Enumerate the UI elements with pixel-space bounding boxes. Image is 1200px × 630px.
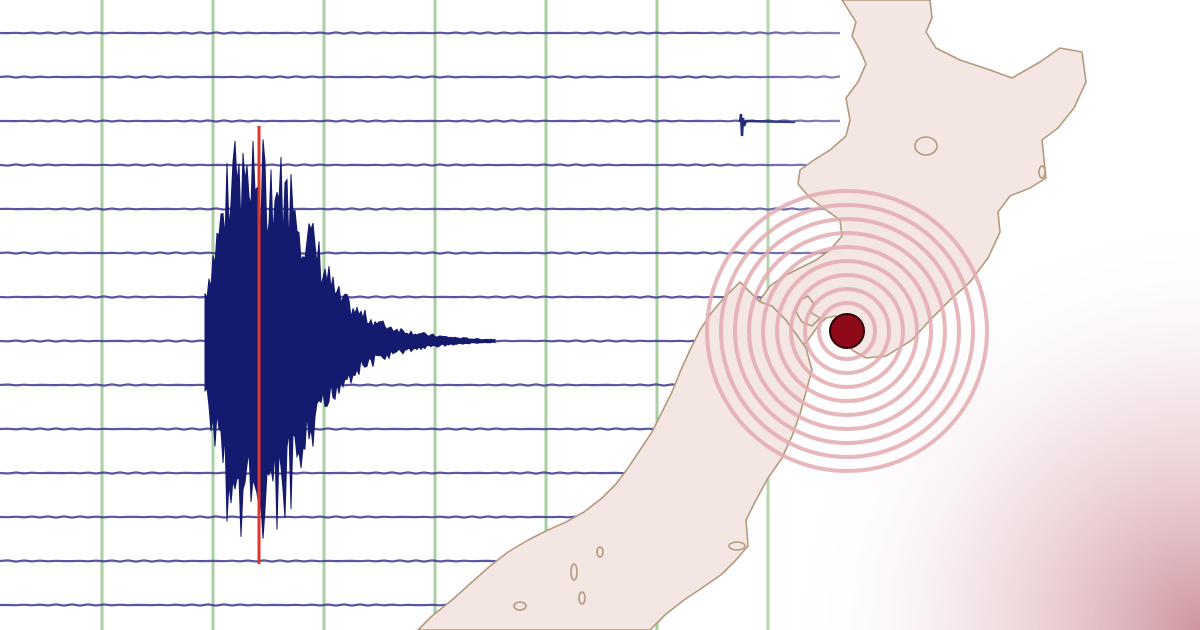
north-island [759,0,1087,359]
epicentre-ring [733,217,961,445]
epicentre-rings [705,189,989,473]
island-d [513,601,527,611]
trace-line [0,383,721,387]
island-b [570,563,578,581]
island-a [728,541,746,551]
island-f [1038,165,1046,179]
trace-line [0,559,569,563]
epicentre-ring [761,245,933,417]
epicentre-ring [705,189,989,473]
lake-taupo [914,136,938,156]
trace-line [0,515,609,519]
trace-line [0,427,689,431]
epicentre-ring [775,259,919,403]
epicentre-dot [829,313,865,349]
island-c [578,591,586,605]
epicentre-ring [803,287,891,375]
trace-line [0,295,801,299]
seismogram-graphic [0,0,841,630]
seismic-waveform [204,139,496,539]
trace-line [0,471,649,475]
epicentre-ring [747,231,947,431]
epicentre-ring [789,273,905,389]
island-e [596,546,604,558]
epicentre-ring [817,301,877,361]
epicentre-ring [719,203,975,459]
